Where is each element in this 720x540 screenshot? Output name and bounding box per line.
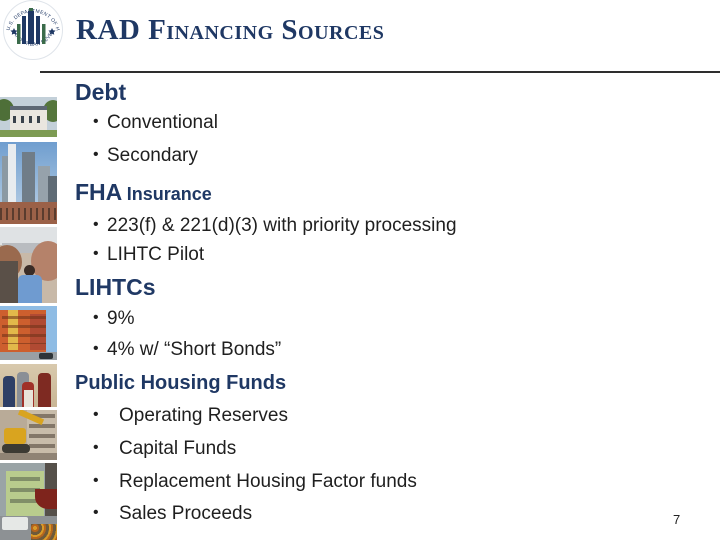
photo-shape <box>31 241 57 281</box>
photo-city-skyline <box>0 142 57 224</box>
photo-shape <box>13 116 44 123</box>
photo-autumn-house-with-man <box>0 227 57 303</box>
photo-shape <box>38 373 51 407</box>
section-heading-lihtcs: LIHTCs <box>75 274 156 300</box>
section-heading-fha-insurance: FHA Insurance <box>75 179 212 206</box>
bullet-replacement-housing-factor-funds: Replacement Housing Factor funds <box>93 471 417 493</box>
bullet-conventional: Conventional <box>93 112 218 134</box>
photo-shape <box>0 227 57 245</box>
photo-shape <box>35 489 57 509</box>
bullet-operating-reserves: Operating Reserves <box>93 405 288 427</box>
bullet-sales-proceeds: Sales Proceeds <box>93 503 252 525</box>
photo-shape <box>24 265 35 276</box>
slide-title: RAD Financing Sources <box>76 14 385 46</box>
photo-shape <box>3 376 15 407</box>
bullet-capital-funds: Capital Funds <box>93 438 236 460</box>
photo-shape <box>31 524 57 540</box>
photo-shape <box>2 156 12 206</box>
photo-shape <box>0 352 57 360</box>
photo-shape <box>0 130 57 137</box>
photo-shape <box>22 152 35 204</box>
bullet-223f-221d3: 223(f) & 221(d)(3) with priority process… <box>93 215 457 237</box>
photo-shape <box>0 453 57 460</box>
bullet-9-percent: 9% <box>93 308 134 330</box>
photo-shape <box>2 444 30 453</box>
photo-orange-apartment-building <box>0 306 57 360</box>
photo-shape <box>24 390 33 407</box>
page-number: 7 <box>673 512 681 527</box>
photo-shape <box>0 208 57 220</box>
photo-shape <box>2 316 46 344</box>
bullet-lihtc-pilot: LIHTC Pilot <box>93 244 204 266</box>
photo-house-with-trees <box>0 97 57 137</box>
heading-fha: FHA <box>75 179 123 205</box>
seal-star-left <box>10 28 18 35</box>
title-divider-line <box>40 71 720 73</box>
photo-group-of-people <box>0 364 57 407</box>
photo-shape <box>48 176 57 204</box>
photo-shape <box>39 353 53 359</box>
photo-green-building-market <box>0 463 57 540</box>
photo-shape <box>18 275 42 303</box>
bullet-4-percent-short-bonds: 4% w/ “Short Bonds” <box>93 339 281 361</box>
photo-shape <box>2 243 42 253</box>
photo-shape <box>8 144 16 202</box>
photo-shape <box>4 428 26 444</box>
photo-shape <box>0 261 18 303</box>
section-heading-public-housing-funds: Public Housing Funds <box>75 372 287 394</box>
section-heading-debt: Debt <box>75 79 127 105</box>
seal-buildings <box>17 8 46 44</box>
seal-star-right <box>48 28 56 35</box>
photo-excavator-demolition <box>0 410 57 460</box>
photo-shape <box>2 517 28 530</box>
photo-shape <box>10 106 47 133</box>
heading-insurance: Insurance <box>126 184 212 204</box>
photo-shape <box>38 166 50 204</box>
bullet-secondary: Secondary <box>93 145 198 167</box>
hud-seal-logo: U.S. DEPARTMENT OF HOUSING AND URBAN DEV… <box>2 0 63 60</box>
